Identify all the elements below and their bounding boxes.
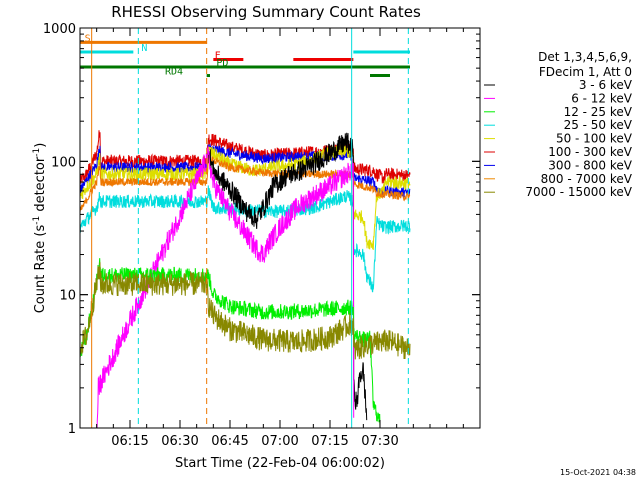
x-tick-label: 07:30 bbox=[361, 434, 398, 449]
x-axis: 06:15 06:30 06:45 07:00 07:15 07:30 bbox=[80, 28, 480, 449]
y-tick-label: 1000 bbox=[43, 22, 76, 37]
legend: Det 1,3,4,5,6,9, FDecim 1, Att 0 3 - 6 k… bbox=[484, 50, 633, 199]
flag-label: N bbox=[141, 43, 147, 54]
legend-entry-label: 50 - 100 keV bbox=[556, 132, 633, 146]
event-markers bbox=[92, 28, 409, 428]
legend-entry-label: 300 - 800 keV bbox=[548, 158, 632, 172]
legend-entry-label: 6 - 12 keV bbox=[571, 91, 633, 105]
legend-header-detectors: Det 1,3,4,5,6,9, bbox=[538, 50, 632, 64]
x-tick-label: 07:00 bbox=[261, 434, 298, 449]
x-tick-label: 07:15 bbox=[311, 434, 348, 449]
legend-entry-label: 800 - 7000 keV bbox=[541, 172, 633, 186]
flag-label: S bbox=[85, 33, 91, 44]
flag-label: PD bbox=[216, 58, 228, 69]
series-layer bbox=[80, 130, 410, 433]
y-tick-label: 10 bbox=[59, 289, 76, 304]
y-tick-label: 100 bbox=[51, 155, 76, 170]
generation-timestamp: 15-Oct-2021 04:38 bbox=[560, 468, 636, 477]
legend-entry-label: 25 - 50 keV bbox=[564, 118, 633, 132]
series-line-6 bbox=[97, 147, 354, 434]
legend-entry-label: 12 - 25 keV bbox=[564, 105, 633, 119]
legend-header-decimation: FDecim 1, Att 0 bbox=[539, 65, 632, 79]
legend-entry-label: 7000 - 15000 keV bbox=[525, 185, 632, 199]
chart-title: RHESSI Observing Summary Count Rates bbox=[111, 3, 421, 21]
x-tick-label: 06:15 bbox=[111, 434, 148, 449]
legend-entry-label: 3 - 6 keV bbox=[579, 78, 633, 92]
x-tick-label: 06:45 bbox=[211, 434, 248, 449]
y-tick-label: 1 bbox=[68, 422, 76, 437]
flag-label: RD4 bbox=[165, 67, 183, 78]
legend-entry-label: 100 - 300 keV bbox=[548, 145, 632, 159]
x-tick-label: 06:30 bbox=[161, 434, 198, 449]
x-axis-label: Start Time (22-Feb-04 06:00:02) bbox=[175, 456, 385, 471]
y-axis-label: Count Rate (s-1 detector-1) bbox=[32, 143, 48, 314]
